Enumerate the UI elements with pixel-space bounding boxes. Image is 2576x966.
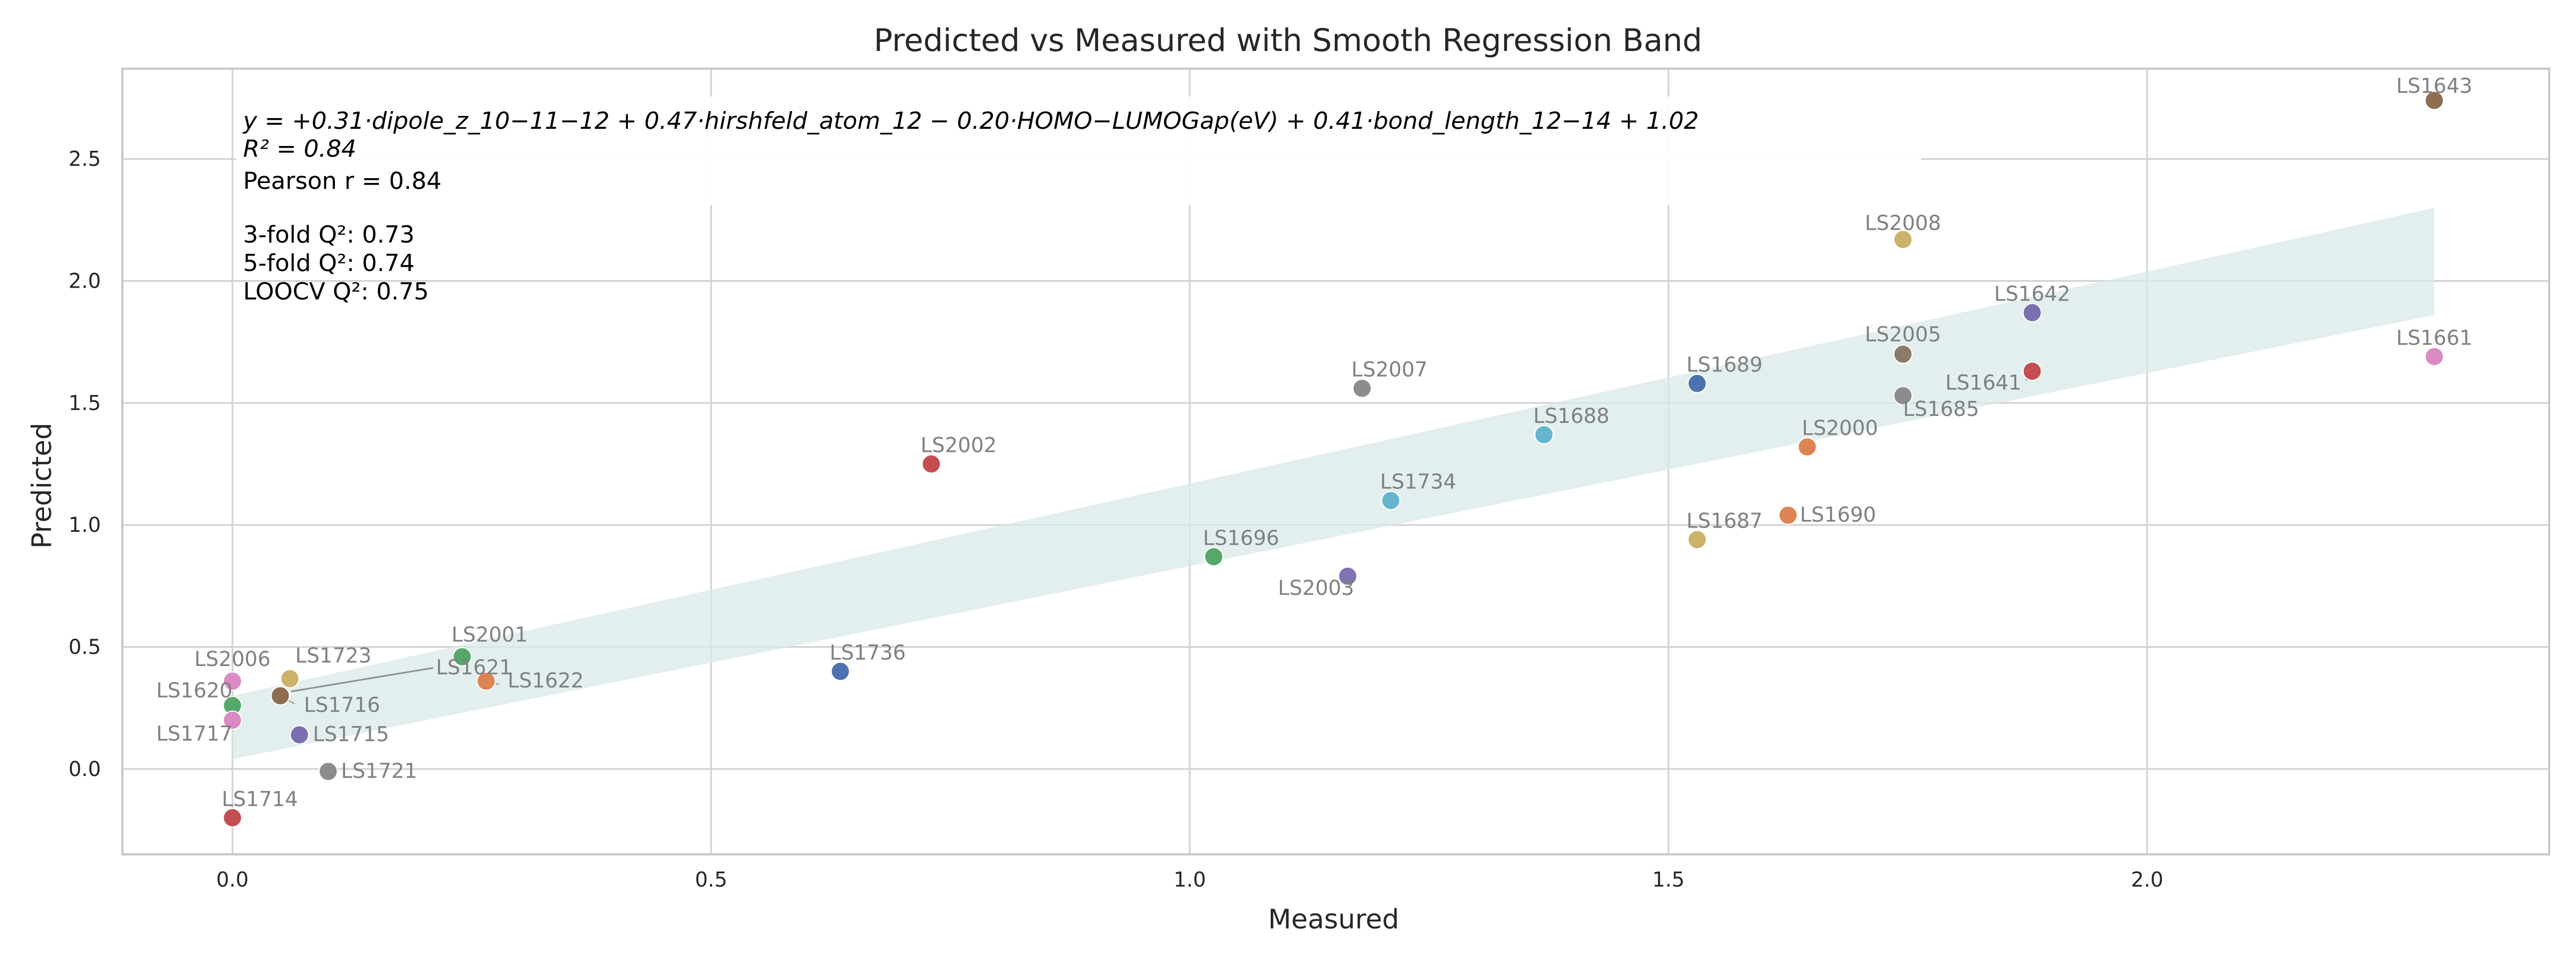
label-leader-line	[291, 667, 434, 692]
y-tick-label: 0.0	[69, 757, 101, 781]
annotation-q2-3fold: 3-fold Q²: 0.73	[243, 221, 414, 248]
point-label-ls1688: LS1688	[1533, 404, 1609, 428]
point-label-ls2008: LS2008	[1865, 211, 1941, 235]
annotation-box	[236, 97, 1921, 205]
y-tick-label: 2.5	[69, 147, 101, 171]
data-point-ls1642	[2022, 303, 2042, 323]
data-point-ls1643	[2424, 91, 2444, 111]
y-tick-label: 1.5	[69, 391, 101, 415]
point-label-ls1620: LS1620	[156, 679, 232, 702]
data-point-ls1687	[1687, 530, 1707, 550]
point-label-ls1685: LS1685	[1903, 397, 1979, 421]
point-label-ls2006: LS2006	[194, 647, 270, 671]
annotation-loocv: LOOCV Q²: 0.75	[243, 278, 429, 305]
chart-title: Predicted vs Measured with Smooth Regres…	[874, 22, 1702, 58]
data-point-ls1721	[318, 762, 338, 781]
data-point-ls2008	[1893, 230, 1913, 250]
point-label-ls2005: LS2005	[1865, 323, 1941, 346]
y-axis-label: Predicted	[26, 423, 57, 549]
point-label-ls2007: LS2007	[1351, 358, 1428, 382]
data-point-ls1715	[290, 725, 310, 745]
data-point-ls2007	[1352, 378, 1372, 398]
point-label-ls2001: LS2001	[451, 623, 528, 647]
point-label-ls1716: LS1716	[304, 693, 380, 716]
point-label-ls1622: LS1622	[508, 669, 584, 692]
annotation-equation: y = +0.31·dipole_z_10−11−12 + 0.47·hirsh…	[242, 107, 1699, 135]
point-label-ls1621: LS1621	[436, 655, 512, 679]
data-point-ls1661	[2424, 347, 2444, 367]
data-point-ls1621	[270, 686, 290, 706]
data-point-ls1736	[830, 662, 850, 682]
x-tick-label: 2.0	[2131, 868, 2163, 891]
point-label-ls1641: LS1641	[1945, 371, 2022, 394]
point-label-ls1717: LS1717	[156, 722, 232, 745]
data-point-ls2002	[921, 454, 941, 474]
data-point-ls2006	[223, 671, 243, 691]
x-tick-label: 1.5	[1652, 868, 1685, 891]
data-point-ls1685	[1893, 386, 1913, 406]
data-point-ls1641	[2022, 361, 2042, 381]
point-label-ls2002: LS2002	[920, 434, 997, 457]
point-label-ls1642: LS1642	[1994, 282, 2070, 306]
data-point-ls2003	[1338, 566, 1358, 586]
y-tick-label: 2.0	[69, 269, 101, 293]
data-point-ls2005	[1893, 344, 1913, 364]
data-point-ls1690	[1778, 506, 1798, 525]
point-label-ls1689: LS1689	[1686, 353, 1762, 377]
point-label-ls1736: LS1736	[830, 641, 906, 664]
x-axis-label: Measured	[1268, 904, 1399, 935]
point-label-ls1690: LS1690	[1800, 503, 1876, 526]
point-label-ls2003: LS2003	[1278, 576, 1354, 600]
point-label-ls1643: LS1643	[2396, 74, 2472, 98]
point-label-ls1687: LS1687	[1686, 509, 1762, 532]
data-point-ls1717	[223, 710, 243, 730]
data-point-ls1688	[1534, 425, 1554, 444]
annotation-r2: R² = 0.84	[243, 135, 356, 163]
point-label-ls1696: LS1696	[1203, 526, 1279, 550]
data-point-ls1689	[1687, 374, 1707, 393]
point-label-ls1734: LS1734	[1380, 470, 1457, 494]
plot-area: LS1643 LS2008 LS1642 LS2005 LS1661 LS1641 LS16…	[69, 68, 2550, 891]
annotation-q2-5fold: 5-fold Q²: 0.74	[243, 250, 414, 277]
y-tick-label: 0.5	[69, 635, 101, 659]
point-label-ls1715: LS1715	[313, 722, 389, 746]
x-tick-label: 0.0	[216, 868, 248, 891]
regression-band	[232, 208, 2434, 759]
data-point-ls1723	[280, 669, 300, 689]
x-tick-label: 1.0	[1174, 868, 1206, 891]
point-label-ls1723: LS1723	[295, 644, 371, 668]
point-label-ls2000: LS2000	[1802, 416, 1878, 440]
point-label-ls1714: LS1714	[222, 787, 298, 811]
data-point-ls2000	[1797, 437, 1817, 457]
data-point-ls1734	[1381, 491, 1401, 510]
annotation-pearson: Pearson r = 0.84	[243, 167, 442, 195]
data-point-ls2001	[452, 647, 472, 667]
y-tick-label: 1.0	[69, 513, 101, 537]
point-label-ls1721: LS1721	[341, 759, 418, 782]
data-point-ls1696	[1204, 547, 1224, 567]
point-label-ls1661: LS1661	[2396, 326, 2472, 349]
data-point-ls1714	[223, 808, 243, 828]
data-point-ls1622	[476, 671, 496, 691]
x-tick-label: 0.5	[695, 868, 727, 891]
plot-frame	[121, 68, 2550, 855]
